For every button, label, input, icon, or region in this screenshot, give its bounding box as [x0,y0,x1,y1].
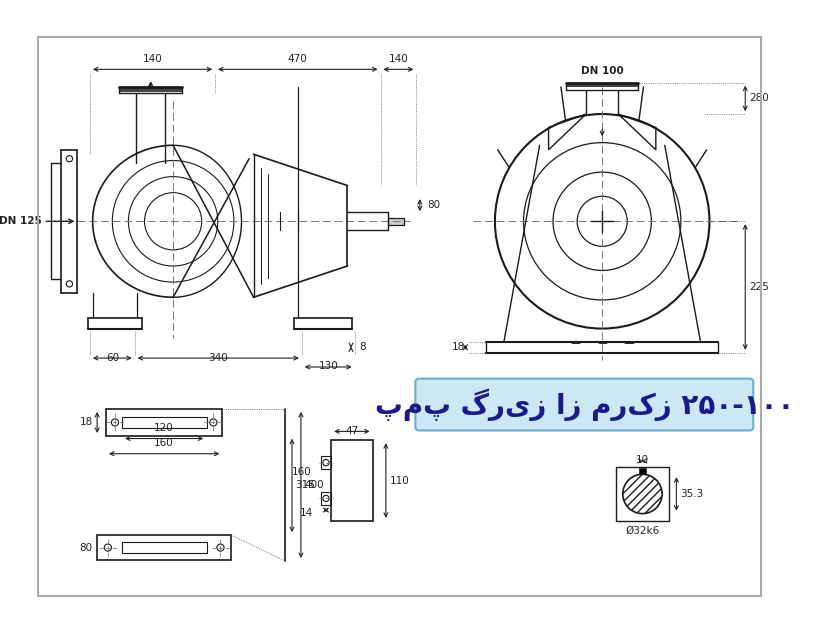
Text: 400: 400 [305,480,324,490]
Circle shape [623,474,662,513]
Text: 160: 160 [154,439,174,448]
Bar [387,218,404,225]
Text: 315: 315 [296,480,315,491]
Text: 18: 18 [452,342,465,353]
Text: Ø32k6: Ø32k6 [625,526,659,536]
Text: 60: 60 [105,353,119,363]
Bar [97,535,231,560]
Text: DN 100: DN 100 [581,66,623,75]
Text: 18: 18 [79,417,92,427]
Text: 160: 160 [292,467,311,477]
Text: 470: 470 [288,54,308,64]
Text: 140: 140 [389,54,408,64]
Bar [639,468,646,474]
Text: 47: 47 [346,426,359,436]
FancyBboxPatch shape [415,379,753,430]
Bar [566,83,638,87]
Bar [615,467,669,521]
Text: 8: 8 [359,342,366,353]
Bar [123,542,207,553]
Text: 280: 280 [749,94,769,103]
Bar [332,441,373,521]
Text: 340: 340 [208,353,228,363]
Text: 120: 120 [154,423,174,433]
Text: 80: 80 [427,200,440,210]
Bar [320,456,332,469]
Bar [123,417,207,428]
Text: 225: 225 [749,282,769,292]
Text: 10: 10 [636,455,649,465]
Text: 130: 130 [319,361,338,372]
Text: پمپ گریز از مرکز ۲۵۰-۱۰۰: پمپ گریز از مرکز ۲۵۰-۱۰۰ [375,388,794,421]
Text: DN 125: DN 125 [0,216,42,226]
Text: 110: 110 [390,475,409,486]
Bar [320,492,332,505]
Text: 140: 140 [143,54,163,64]
Text: 14: 14 [300,508,314,518]
Bar [106,409,222,436]
Bar [119,87,182,92]
Text: 80: 80 [79,542,92,553]
Text: 35.3: 35.3 [680,489,703,499]
